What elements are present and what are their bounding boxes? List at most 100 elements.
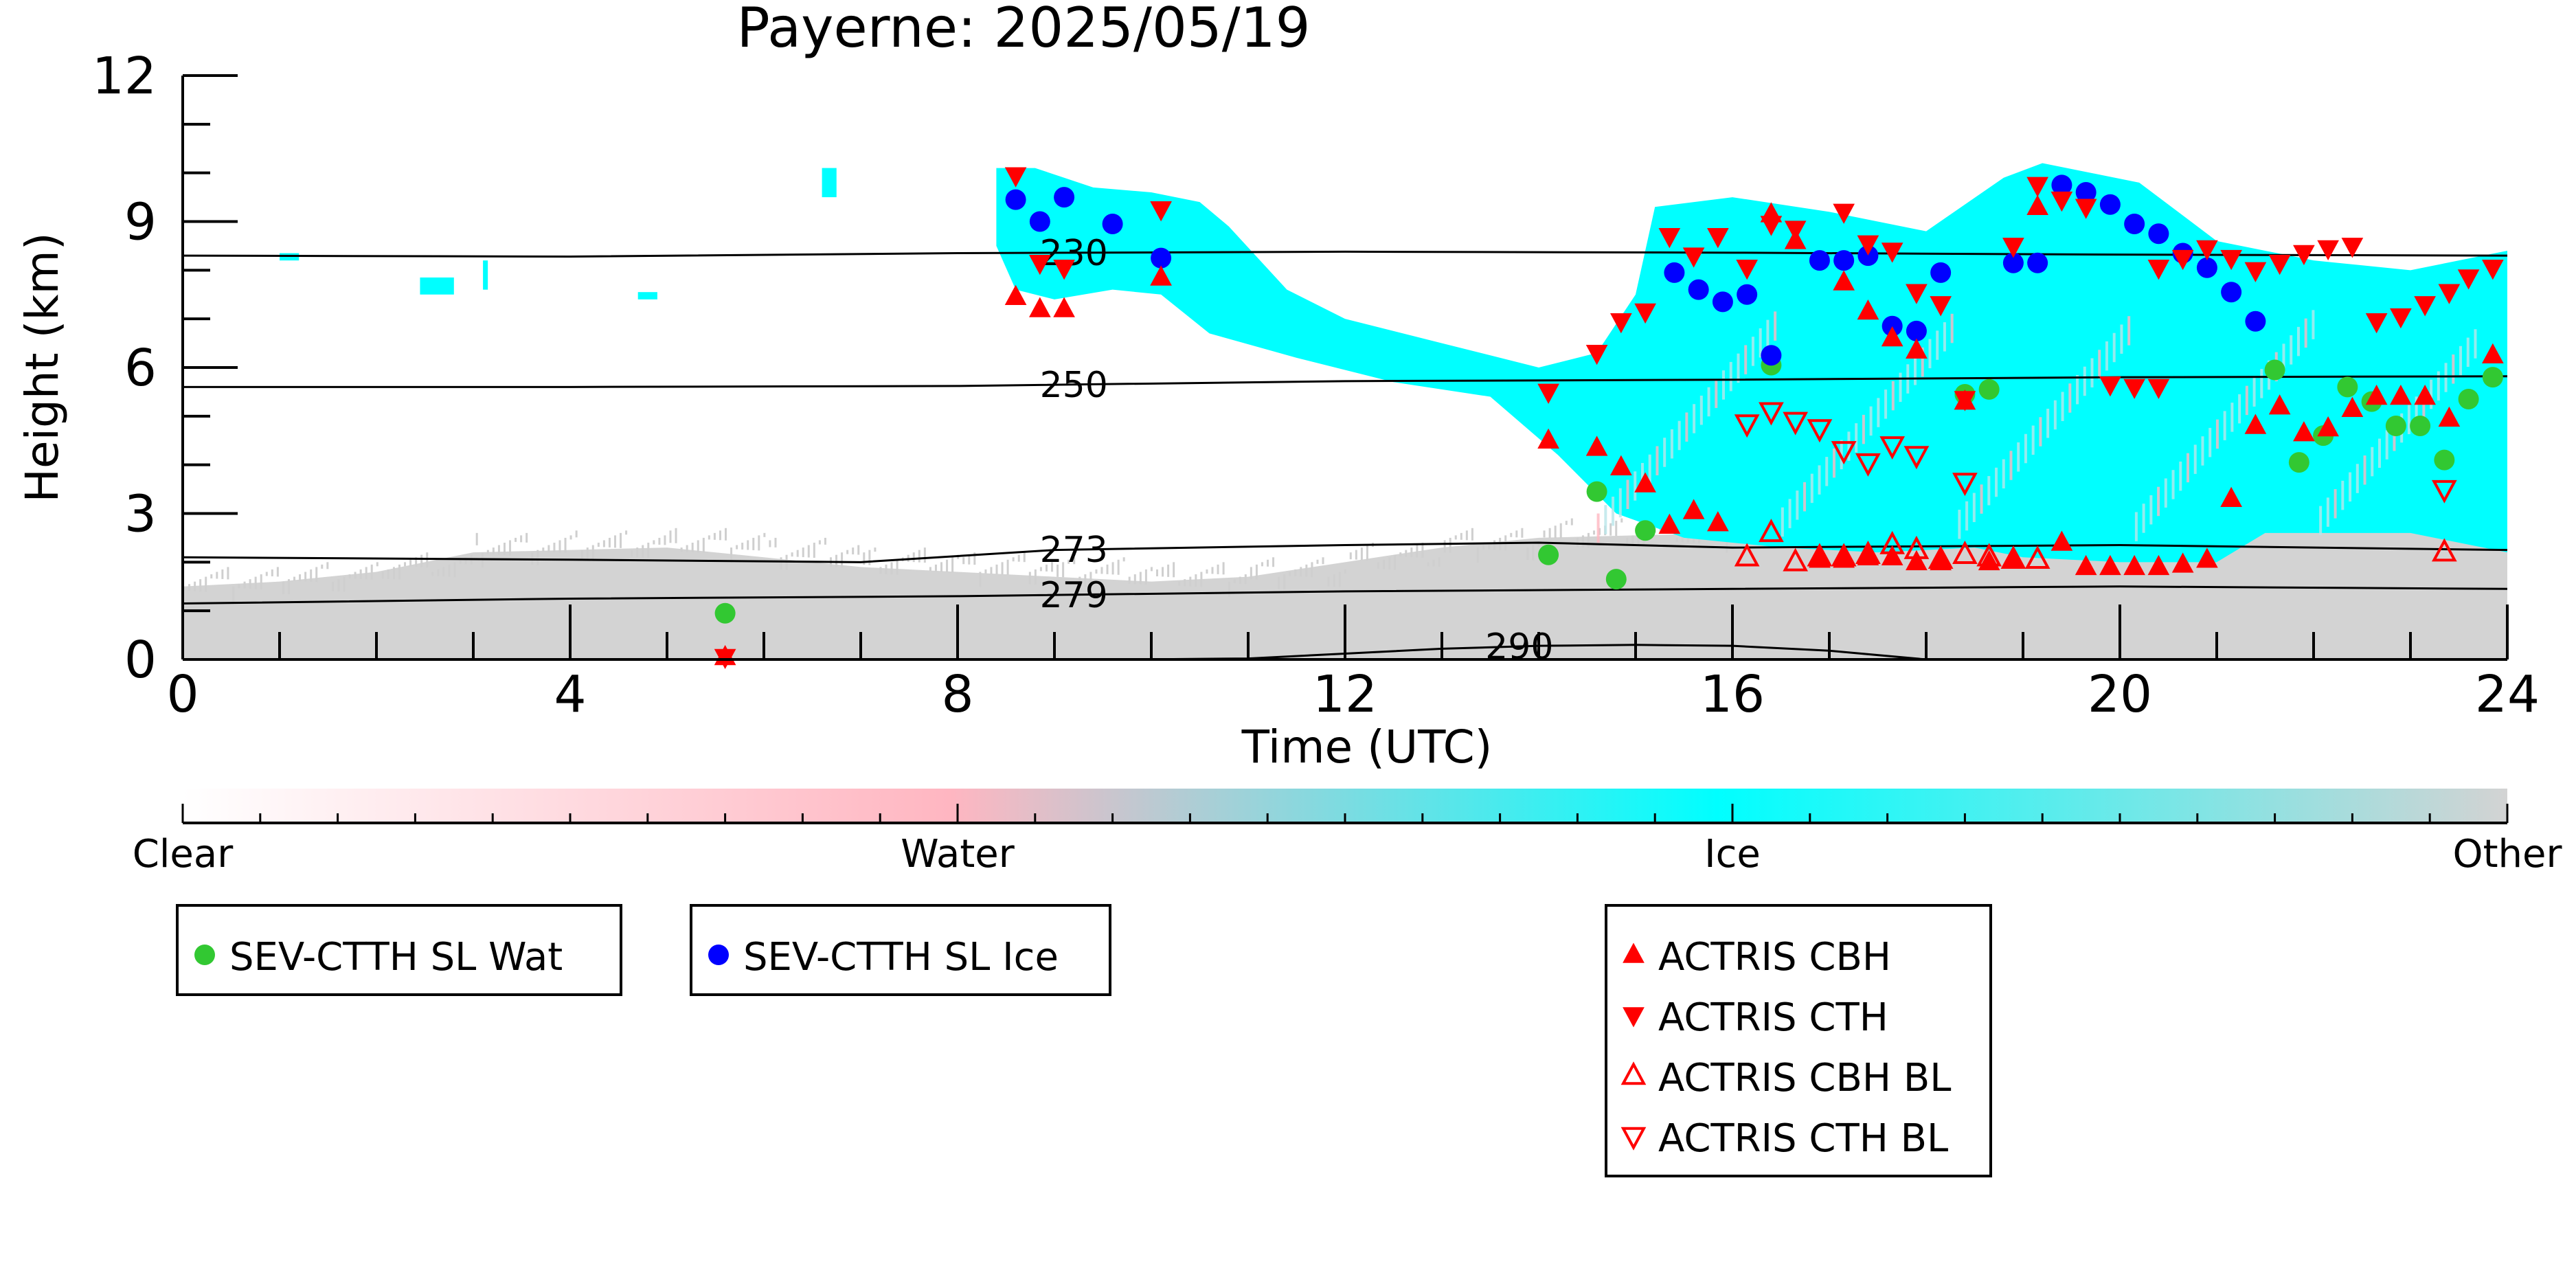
- marker-triangle-up: [2244, 414, 2267, 434]
- y-tick-label: 6: [124, 339, 157, 398]
- legend-label: ACTRIS CBH BL: [1658, 1056, 1951, 1100]
- marker-triangle-down: [2123, 379, 2145, 399]
- marker-circle: [714, 602, 736, 624]
- marker-triangle-down-open: [2431, 479, 2457, 504]
- marker-triangle-down: [2390, 308, 2412, 329]
- marker-triangle-up: [2099, 554, 2121, 576]
- colorbar-label: Ice: [1704, 832, 1761, 877]
- marker-triangle-up: [1150, 265, 1172, 286]
- marker-triangle-down: [1857, 235, 1879, 256]
- marker-triangle-up: [1537, 428, 1559, 449]
- marker-triangle-down-open: [1783, 411, 1809, 436]
- legend-label: ACTRIS CTH: [1658, 995, 1888, 1040]
- marker-triangle-down-open: [1759, 402, 1784, 426]
- marker-triangle-down: [1004, 167, 1027, 188]
- y-axis-label: Height (km): [16, 232, 69, 502]
- legend: SEV-CTTH SL Wat SEV-CTTH SL Ice ACTRIS CBH…: [176, 904, 1992, 1177]
- marker-triangle-up: [1857, 299, 1879, 320]
- marker-triangle-up: [1634, 472, 1656, 493]
- marker-circle: [1054, 187, 1075, 208]
- marker-triangle-up: [1029, 297, 1051, 317]
- marker-circle: [2002, 252, 2024, 273]
- isotherm-line: [182, 250, 2508, 258]
- marker-triangle-up: [2317, 416, 2339, 437]
- marker-triangle-down-open: [1855, 453, 1881, 477]
- marker-triangle-down: [2341, 238, 2364, 258]
- marker-triangle-down: [2196, 240, 2218, 261]
- marker-triangle-down: [2268, 254, 2291, 275]
- marker-circle: [2124, 214, 2145, 235]
- marker-triangle-up-open: [2431, 538, 2457, 562]
- marker-triangle-down: [2244, 262, 2267, 282]
- legend-box: [176, 904, 622, 996]
- marker-triangle-up: [2482, 343, 2504, 364]
- legend-label: SEV-CTTH SL Wat: [229, 935, 563, 980]
- marker-triangle-up-open: [1783, 547, 1809, 572]
- marker-triangle-down: [2365, 313, 2388, 334]
- marker-triangle-down: [1634, 303, 1656, 324]
- marker-triangle-down: [2026, 177, 2048, 197]
- marker-triangle-down: [1585, 345, 1608, 365]
- marker-triangle-down: [1906, 284, 1928, 304]
- marker-triangle-down: [1784, 221, 1807, 241]
- marker-triangle-up-open: [1879, 530, 1906, 554]
- marker-circle: [2337, 376, 2358, 398]
- marker-circle: [2482, 367, 2503, 388]
- chart-title: Payerne: 2025/05/19: [736, 0, 1310, 60]
- y-tick-label: 12: [92, 47, 157, 106]
- marker-circle: [2410, 416, 2431, 436]
- marker-triangle-up: [2390, 384, 2412, 405]
- marker-triangle-down: [1930, 296, 1952, 317]
- marker-triangle-up: [1004, 284, 1027, 306]
- marker-triangle-up-open: [1759, 519, 1784, 543]
- isotherm-line: [182, 541, 2508, 563]
- legend-box: [690, 904, 1111, 996]
- legend-label: SEV-CTTH SL Ice: [743, 935, 1059, 980]
- x-tick-label: 8: [941, 665, 973, 724]
- marker-triangle-down: [1029, 254, 1051, 275]
- marker-circle: [1882, 315, 1903, 337]
- x-tick-label: 0: [166, 665, 199, 724]
- marker-triangle-down-open: [1879, 436, 1906, 460]
- legend-marker: [1623, 942, 1645, 963]
- marker-circle: [2099, 194, 2121, 215]
- marker-triangle-down: [1833, 203, 1855, 224]
- isotherm-label: 279: [1040, 575, 1108, 616]
- marker-circle: [1605, 569, 1627, 590]
- legend-label: ACTRIS CTH BL: [1658, 1116, 1948, 1161]
- marker-triangle-down: [2171, 249, 2194, 271]
- marker-triangle-up: [2438, 406, 2461, 427]
- marker-circle: [2027, 252, 2048, 273]
- marker-triangle-down: [2293, 245, 2315, 266]
- colorbar-label: Clear: [133, 832, 234, 877]
- marker-circle: [1857, 245, 1879, 267]
- marker-triangle-down: [1736, 260, 1758, 280]
- marker-triangle-down: [2482, 260, 2504, 280]
- marker-circle: [1635, 520, 1656, 541]
- marker-triangle-down: [1537, 383, 1559, 404]
- x-axis-label: Time (UTC): [1241, 721, 1493, 773]
- marker-triangle-down-open: [1807, 419, 1833, 443]
- marker-circle: [2288, 452, 2309, 473]
- marker-circle: [1737, 284, 1758, 305]
- legend-marker: [1620, 1061, 1647, 1085]
- colorbar-label: Water: [901, 832, 1015, 877]
- x-tick-label: 20: [2088, 665, 2152, 724]
- x-tick-label: 4: [554, 665, 586, 724]
- marker-triangle-down: [1053, 260, 1075, 280]
- marker-triangle-up-open: [1952, 541, 1978, 564]
- marker-triangle-up: [1658, 513, 1681, 534]
- marker-circle: [1102, 214, 1123, 235]
- marker-circle: [1586, 481, 1607, 502]
- marker-triangle-down-open: [1952, 473, 1978, 497]
- marker-triangle-down: [2317, 240, 2339, 261]
- marker-circle: [1712, 291, 1733, 313]
- marker-triangle-down: [2220, 249, 2242, 271]
- x-tick-label: 12: [1313, 665, 1377, 724]
- y-tick-label: 3: [124, 485, 157, 544]
- marker-triangle-up-open: [1831, 543, 1857, 567]
- isotherm-line: [182, 585, 2508, 605]
- marker-circle: [1688, 279, 1709, 300]
- marker-triangle-down: [2457, 269, 2480, 290]
